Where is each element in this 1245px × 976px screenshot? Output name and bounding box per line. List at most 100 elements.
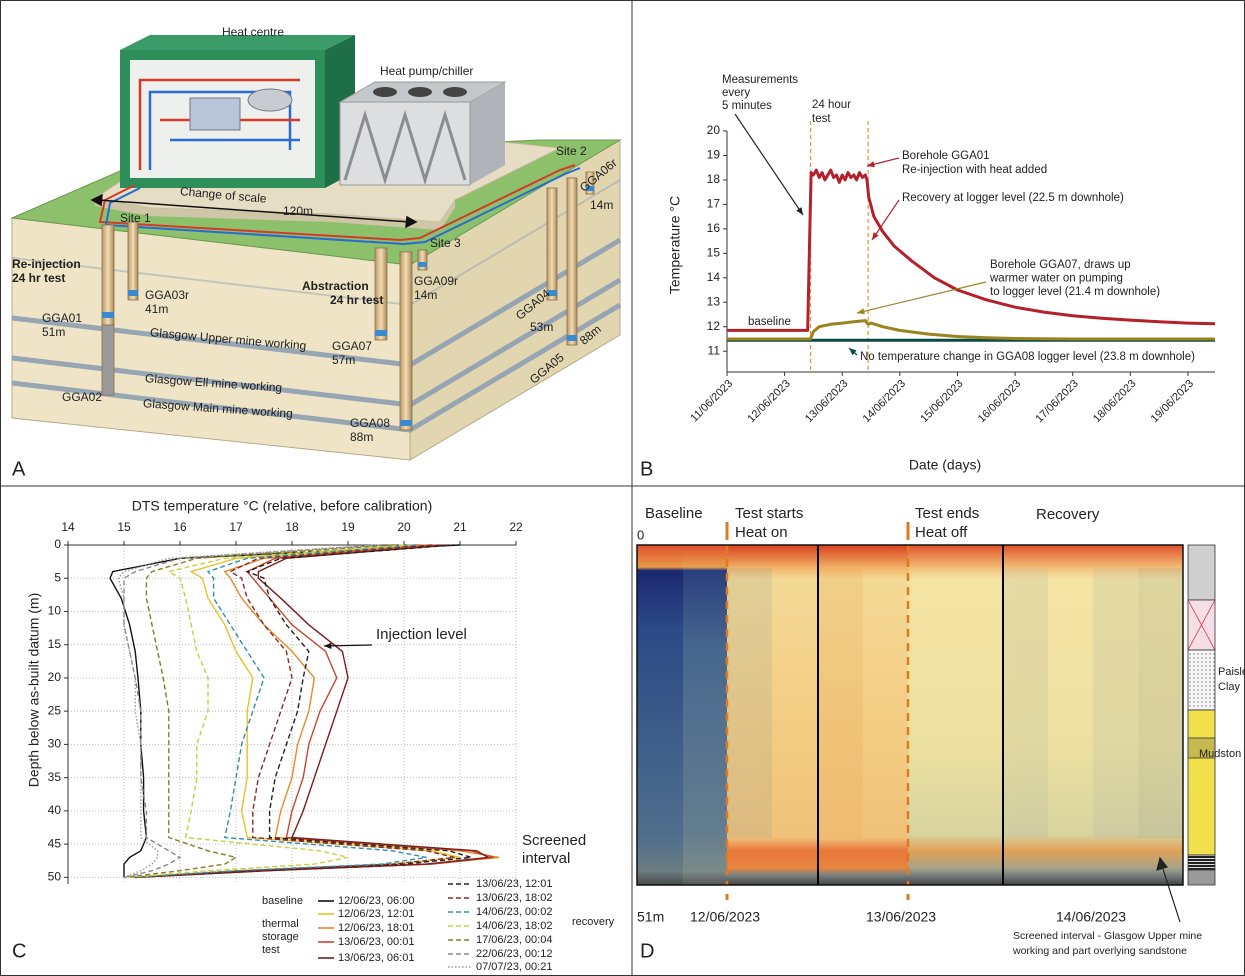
annotation: Measurements [722,74,798,86]
illustration-label: GGA03r [145,288,189,302]
tank [248,89,292,111]
legend-label: 17/06/23, 00:04 [476,934,552,946]
illustration-label: 24 hr test [330,293,383,307]
column-header: Heat off [915,524,968,541]
legend-label: 14/06/23, 00:02 [476,906,552,918]
annotation: to logger level (21.4 m downhole) [990,286,1160,298]
illustration-label: 14m [590,198,613,212]
fans [373,87,467,97]
panel-label: A [12,458,26,480]
log-label: Mudston [1199,748,1241,760]
illustration-label: Heat centre [222,25,284,39]
x-tick-label: 14 [61,520,75,534]
annotation: test [812,113,831,125]
fan [373,87,397,97]
arrowhead [872,232,879,240]
annotation: Injection level [376,626,467,643]
fan [408,87,432,97]
x-tick-label: 22 [509,520,523,534]
annotation: working and part overlying sandstone [1012,945,1187,957]
heatmap-stripe [727,568,772,838]
illustration-label: Site 3 [430,236,461,250]
illustration-label: 41m [145,302,168,316]
y-tick-label: 5 [54,570,61,584]
x-tick-label: 12/06/2023 [745,378,792,425]
illustration-label: Abstraction [302,279,369,293]
illustration-label: Site 2 [556,144,587,158]
y-tick-label: 45 [48,836,62,850]
x-tick-label: 17/06/2023 [1033,378,1080,425]
annotation: warmer water on pumping [989,273,1123,285]
illustration-label: GGA09r [414,274,458,288]
y-tick-label: 15 [707,246,721,260]
annotation: Screened [522,832,586,849]
annotation: Recovery at logger level (22.5 m downhol… [902,192,1124,204]
annotation: interval [522,850,570,867]
date-label: 13/06/2023 [866,909,936,925]
illustration-label: Heat pump/chiller [380,64,473,78]
date-label: 14/06/2023 [1056,909,1126,925]
heatmap-stripe [1003,568,1048,838]
depth-label: 0 [637,527,644,542]
illustration-label: GGA08 [350,416,390,430]
y-tick-label: 17 [707,197,721,211]
x-tick-label: 15/06/2023 [918,378,965,425]
heatmap [637,522,1215,922]
illustration-label: 51m [42,325,65,339]
x-tick-label: 16/06/2023 [976,378,1023,425]
y-tick-label: 25 [48,703,62,717]
illustration-label: Site 1 [120,211,151,225]
illustration-label: GGA01 [42,311,82,325]
x-tick-label: 19/06/2023 [1149,378,1196,425]
legend-label: 12/06/23, 18:01 [338,922,414,934]
legend-label: 07/07/23, 00:21 [476,961,552,973]
chart-title: DTS temperature °C (relative, before cal… [132,498,433,514]
x-tick-label: 21 [453,520,467,534]
screen [567,335,577,341]
heatmap-stripe [1093,568,1138,838]
strat-log [1188,545,1215,885]
legend-label: 13/06/23, 18:02 [476,892,552,904]
legend-label: 12/06/23, 12:01 [338,908,414,920]
log-label: Clay [1218,681,1241,693]
x-tick-label: 18 [285,520,299,534]
legend-group: recovery [572,916,615,928]
x-axis-title: Date (days) [909,457,981,473]
legend-group: baseline [262,895,303,907]
x-tick-label: 11/06/2023 [688,378,735,425]
depth-label: 51m [637,909,664,925]
illustration-label: 120m [283,204,313,218]
arrowhead [857,308,865,314]
y-tick-label: 30 [48,737,62,751]
column-header: Test ends [915,505,979,522]
illustration-label: 14m [414,288,437,302]
log-unit [1188,545,1215,600]
annotation: 5 minutes [722,100,772,112]
annotation: Screened interval - Glasgow Upper mine [1013,930,1202,942]
legend-label: 13/06/23, 06:01 [338,952,414,964]
x-tick-label: 20 [397,520,411,534]
y-tick-label: 15 [48,637,62,651]
heatmap-column [683,545,727,885]
x-tick-label: 18/06/2023 [1091,378,1138,425]
heatmap-column [637,545,683,885]
y-tick-label: 14 [707,270,721,284]
x-tick-label: 14/06/2023 [861,378,908,425]
panel-label: C [12,940,26,962]
legend-label: 14/06/23, 18:02 [476,920,552,932]
screen [375,330,387,336]
heatmap-stripe [1138,568,1183,838]
borehole [102,225,114,325]
legend-label: 12/06/23, 06:00 [338,895,414,907]
date-label: 12/06/2023 [690,909,760,925]
annotation: 24 hour [812,99,851,111]
page: AHeat centreHeat pump/chillerChange of s… [0,0,1245,976]
screen [400,420,412,426]
y-tick-label: 11 [708,343,721,357]
column-header: Baseline [645,505,703,522]
illustration-label: 24 hr test [12,271,65,285]
column-header: Heat on [735,524,788,541]
panel-label: D [640,940,654,962]
profile-line [135,545,454,877]
figure: AHeat centreHeat pump/chillerChange of s… [0,0,1245,976]
